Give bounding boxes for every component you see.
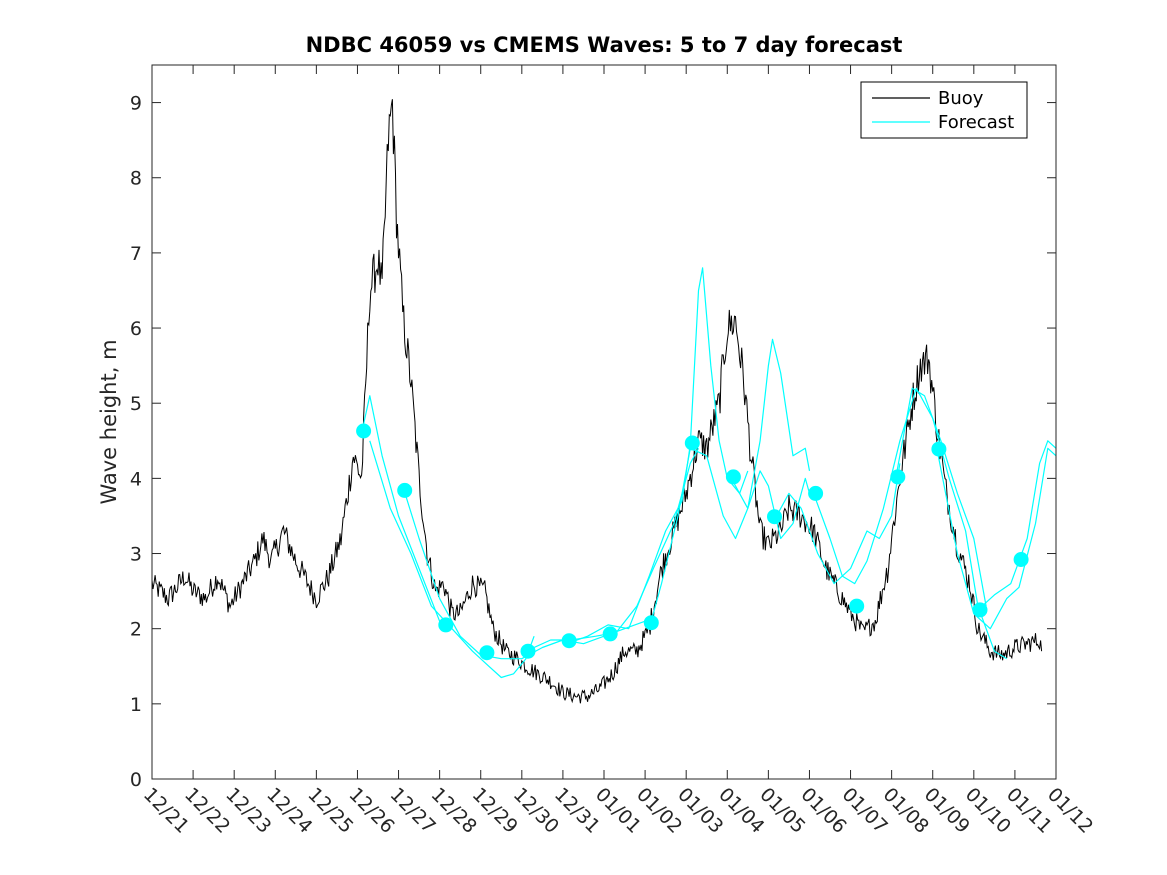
forecast-marker-12: [808, 485, 824, 501]
axes: [151, 64, 1057, 780]
y-axis-label: Wave height, m: [97, 339, 121, 504]
plot-area: [152, 99, 1056, 704]
y-tick-label: 6: [130, 318, 142, 340]
y-tick-label: 9: [130, 93, 142, 115]
forecast-marker-7: [602, 626, 618, 642]
y-tick-label: 4: [130, 468, 142, 490]
y-tick-label: 2: [130, 619, 142, 641]
forecast-marker-16: [972, 602, 988, 618]
forecast-series-line-12: [977, 440, 1056, 611]
forecast-marker-13: [849, 598, 865, 614]
forecast-marker-6: [561, 633, 577, 649]
forecast-series-line-10: [895, 387, 987, 607]
forecast-marker-5: [520, 643, 536, 659]
forecast-marker-9: [684, 435, 700, 451]
forecast-marker-14: [890, 469, 906, 485]
y-tick-label: 0: [130, 769, 142, 791]
legend-box: [860, 81, 1028, 139]
forecast-series-line-6: [648, 447, 811, 629]
y-tick-label: 3: [130, 544, 142, 566]
forecast-series-line-9: [813, 387, 1008, 660]
forecast-marker-4: [479, 645, 495, 661]
forecast-series-line-11: [936, 447, 1056, 630]
legend-forecast-label: Forecast: [938, 112, 1014, 133]
forecast-marker-11: [767, 509, 782, 525]
forecast-series-line-7: [730, 338, 811, 509]
forecast-series-line-2: [369, 440, 535, 679]
legend: Buoy Forecast: [860, 81, 1028, 139]
chart-title: NDBC 46059 vs CMEMS Waves: 5 to 7 day fo…: [306, 33, 903, 57]
buoy-series-line: [152, 99, 1043, 704]
forecast-marker-1: [356, 423, 372, 439]
forecast-marker-15: [931, 441, 947, 457]
forecast-marker-10: [725, 469, 741, 485]
forecast-marker-3: [438, 617, 454, 633]
forecast-marker-2: [397, 482, 413, 498]
forecast-marker-8: [643, 615, 659, 631]
y-tick-label: 7: [130, 243, 142, 265]
y-tick-label: 5: [130, 393, 142, 415]
legend-buoy-label: Buoy: [938, 88, 984, 109]
y-tick-label: 8: [130, 168, 142, 190]
forecast-marker-17: [1013, 552, 1029, 567]
y-tick-label: 1: [130, 694, 142, 716]
